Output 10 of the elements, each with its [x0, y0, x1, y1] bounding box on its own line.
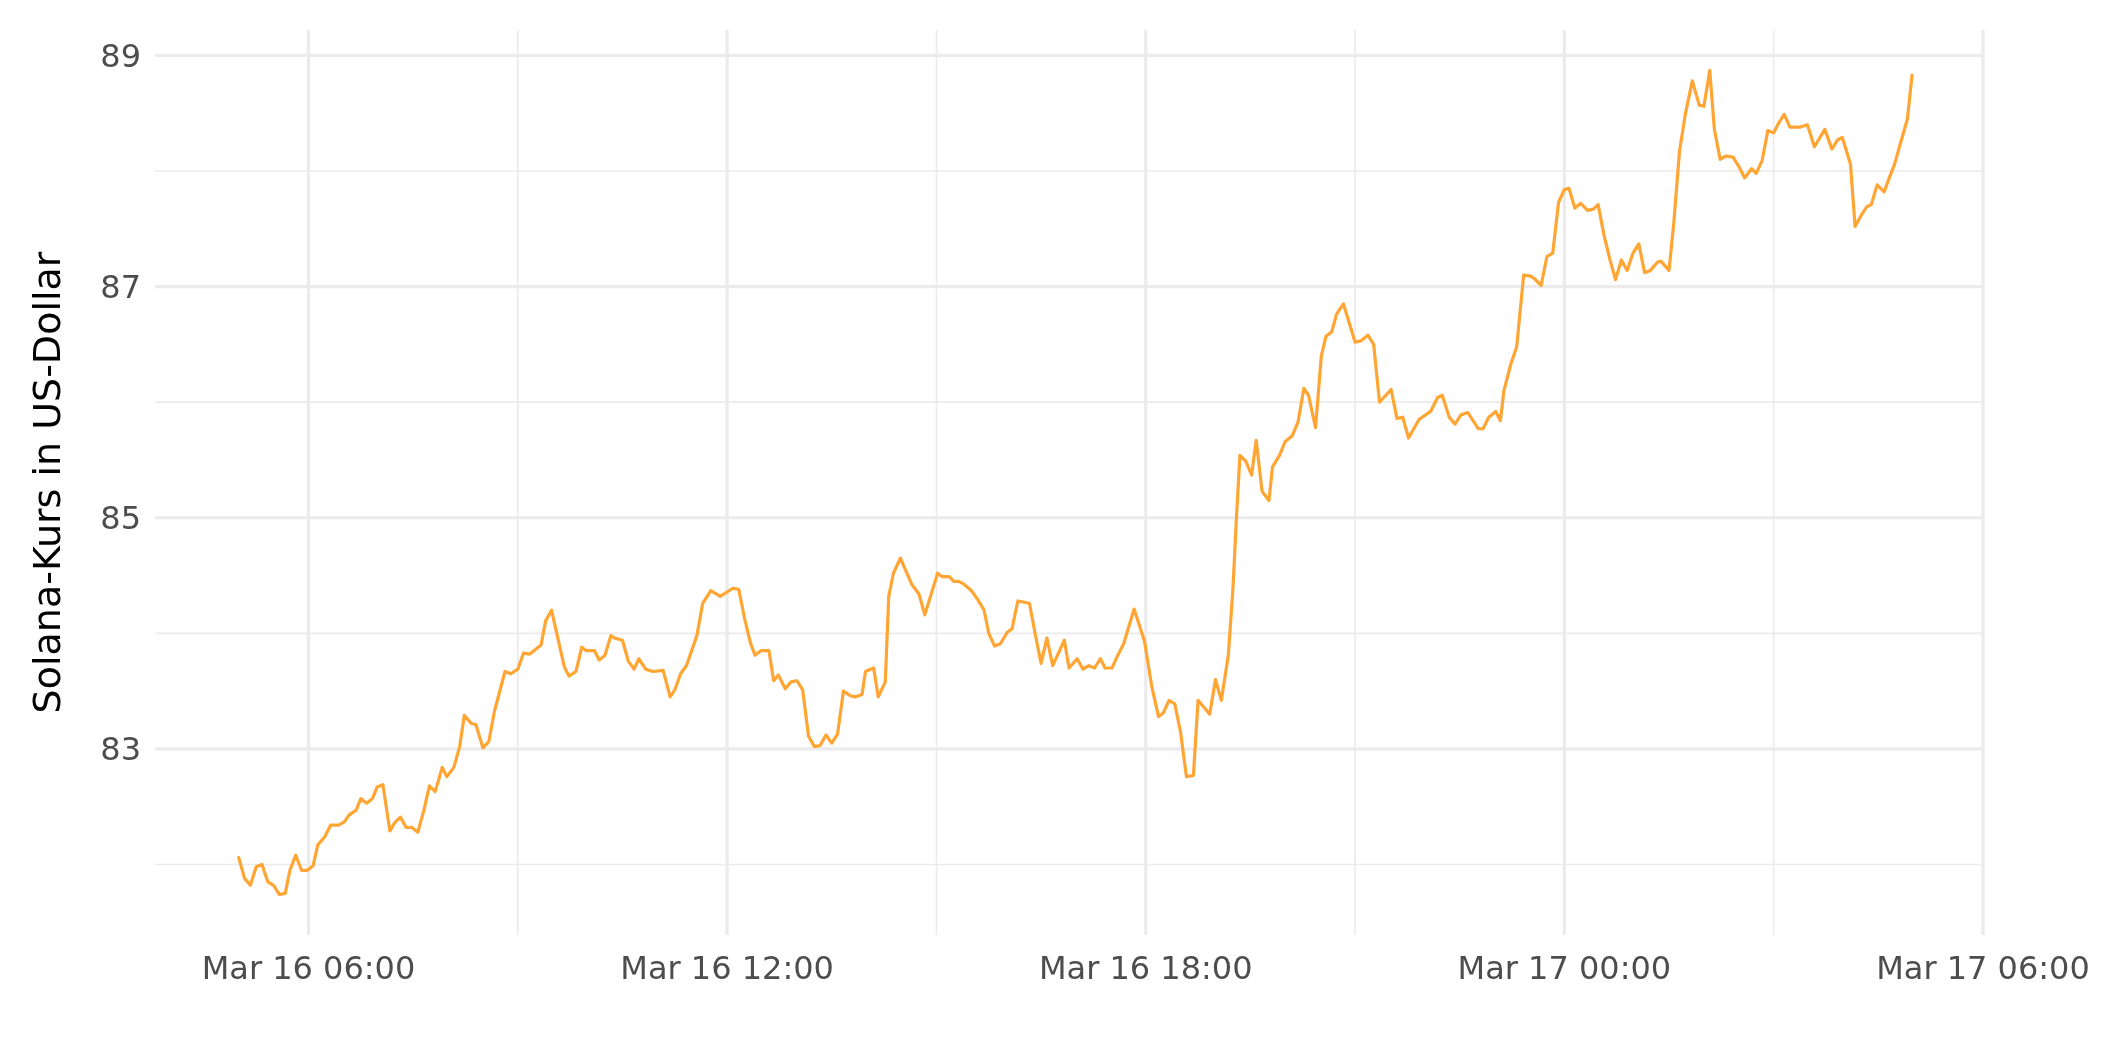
x-tick-label: Mar 16 12:00 — [620, 949, 834, 987]
y-tick-label: 83 — [100, 730, 141, 769]
x-tick-label: Mar 16 06:00 — [201, 949, 416, 987]
x-tick-label: Mar 16 18:00 — [1038, 949, 1253, 987]
y-tick-label: 87 — [100, 267, 141, 306]
x-tick-label: Mar 17 06:00 — [1876, 949, 2090, 987]
y-tick-label: 89 — [100, 36, 141, 75]
x-tick-label: Mar 17 00:00 — [1457, 949, 1672, 987]
y-axis-title: Solana-Kurs in US-Dollar — [25, 251, 69, 714]
y-tick-label: 85 — [100, 498, 141, 537]
